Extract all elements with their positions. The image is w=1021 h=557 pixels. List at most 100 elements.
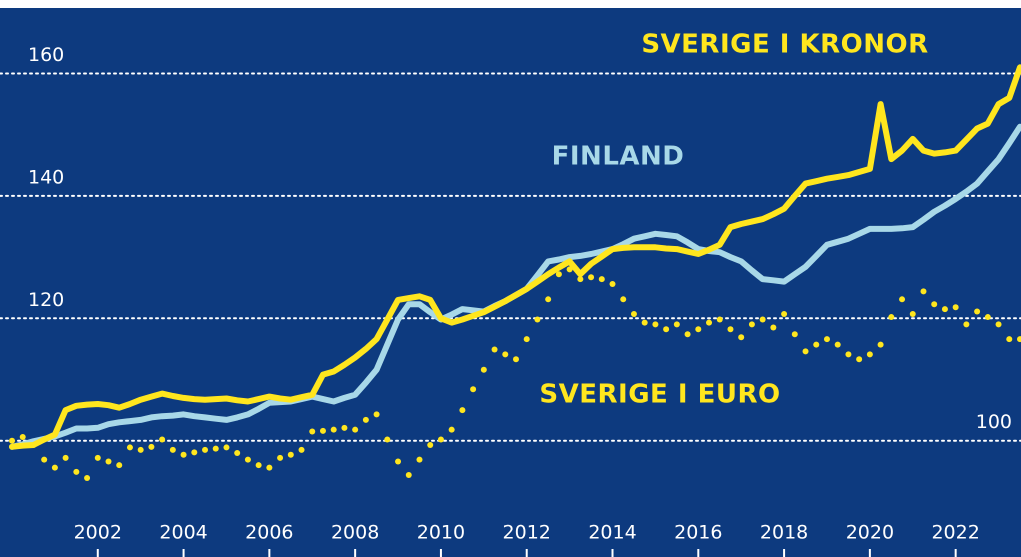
data-dot [823,336,830,343]
data-dot [212,445,219,452]
y-tick-label: 120 [28,289,64,311]
data-dot [963,321,970,328]
data-dot [41,456,48,463]
data-dot [899,296,906,303]
data-dot [202,446,209,453]
data-dot [684,331,691,338]
data-dot [459,407,466,414]
data-dot [169,446,176,453]
data-dot [437,436,444,443]
data-dot [545,296,552,303]
data-dot [748,321,755,328]
data-dot [845,351,852,358]
x-tick-label: 2016 [674,522,722,544]
series-label: SVERIGE I KRONOR [641,30,928,60]
data-dot [126,444,133,451]
data-dot [984,314,991,321]
data-dot [73,468,80,475]
data-dot [159,436,166,443]
data-dot [384,436,391,443]
data-dot [180,451,187,458]
data-dot [523,336,530,343]
data-dot [673,321,680,328]
data-dot [395,458,402,465]
data-dot [716,316,723,323]
data-dot [588,274,595,281]
plot-background [0,8,1021,557]
data-dot [738,334,745,341]
data-dot [330,426,337,433]
data-dot [513,356,519,363]
data-dot [1006,336,1013,343]
data-dot [309,428,316,435]
data-dot [834,341,841,348]
data-dot [941,306,948,313]
data-dot [223,444,230,451]
data-dot [362,416,369,423]
x-tick-label: 2004 [159,522,207,544]
data-dot [791,331,798,338]
data-dot [663,326,670,333]
data-dot [341,424,348,431]
series-label: SVERIGE I EURO [539,380,780,410]
data-dot [277,454,284,461]
data-dot [781,311,788,318]
data-dot [287,451,294,458]
data-dot [137,446,144,453]
data-dot [9,437,15,444]
data-dot [759,316,766,323]
data-dot [641,319,648,326]
data-dot [244,456,251,463]
data-dot [920,288,927,295]
data-dot [30,441,37,448]
x-tick-label: 2022 [931,522,979,544]
x-tick-label: 2012 [503,522,551,544]
data-dot [405,471,412,478]
data-dot [416,456,423,463]
x-tick-label: 2014 [588,522,636,544]
data-dot [813,341,820,348]
data-dot [51,464,58,471]
data-dot [952,304,959,311]
y-tick-label: 100 [976,411,1012,433]
data-dot [630,311,637,318]
x-tick-label: 2018 [760,522,808,544]
data-dot [909,311,916,318]
data-dot [62,454,69,461]
data-line [9,64,1021,450]
series-label: FINLAND [552,142,685,172]
data-dot [577,276,584,283]
data-dot [995,321,1002,328]
data-dot [866,351,873,358]
data-dot [802,348,809,355]
x-tick-label: 2020 [846,522,894,544]
data-dot [652,321,659,328]
data-dot [448,426,455,433]
data-dot [480,366,487,373]
data-dot [266,464,273,471]
data-dot [491,346,498,353]
data-dot [609,281,616,288]
data-dot [974,308,981,315]
data-dot [373,411,380,418]
data-dot [695,326,702,333]
data-dot [856,356,863,363]
data-dot [298,446,305,453]
data-dot [555,271,562,278]
data-dot [352,426,359,433]
data-dot [502,351,509,358]
data-dot [534,316,541,323]
data-dot [620,296,627,303]
y-tick-label: 160 [28,44,64,66]
data-dot [931,301,938,308]
data-dot [427,441,434,448]
x-tick-label: 2010 [417,522,465,544]
data-dot [1017,336,1021,343]
data-dot [888,314,895,321]
data-dot [598,276,605,283]
data-dot [877,341,884,348]
data-dot [234,449,241,456]
data-dot [148,443,155,450]
data-dot [191,449,198,456]
